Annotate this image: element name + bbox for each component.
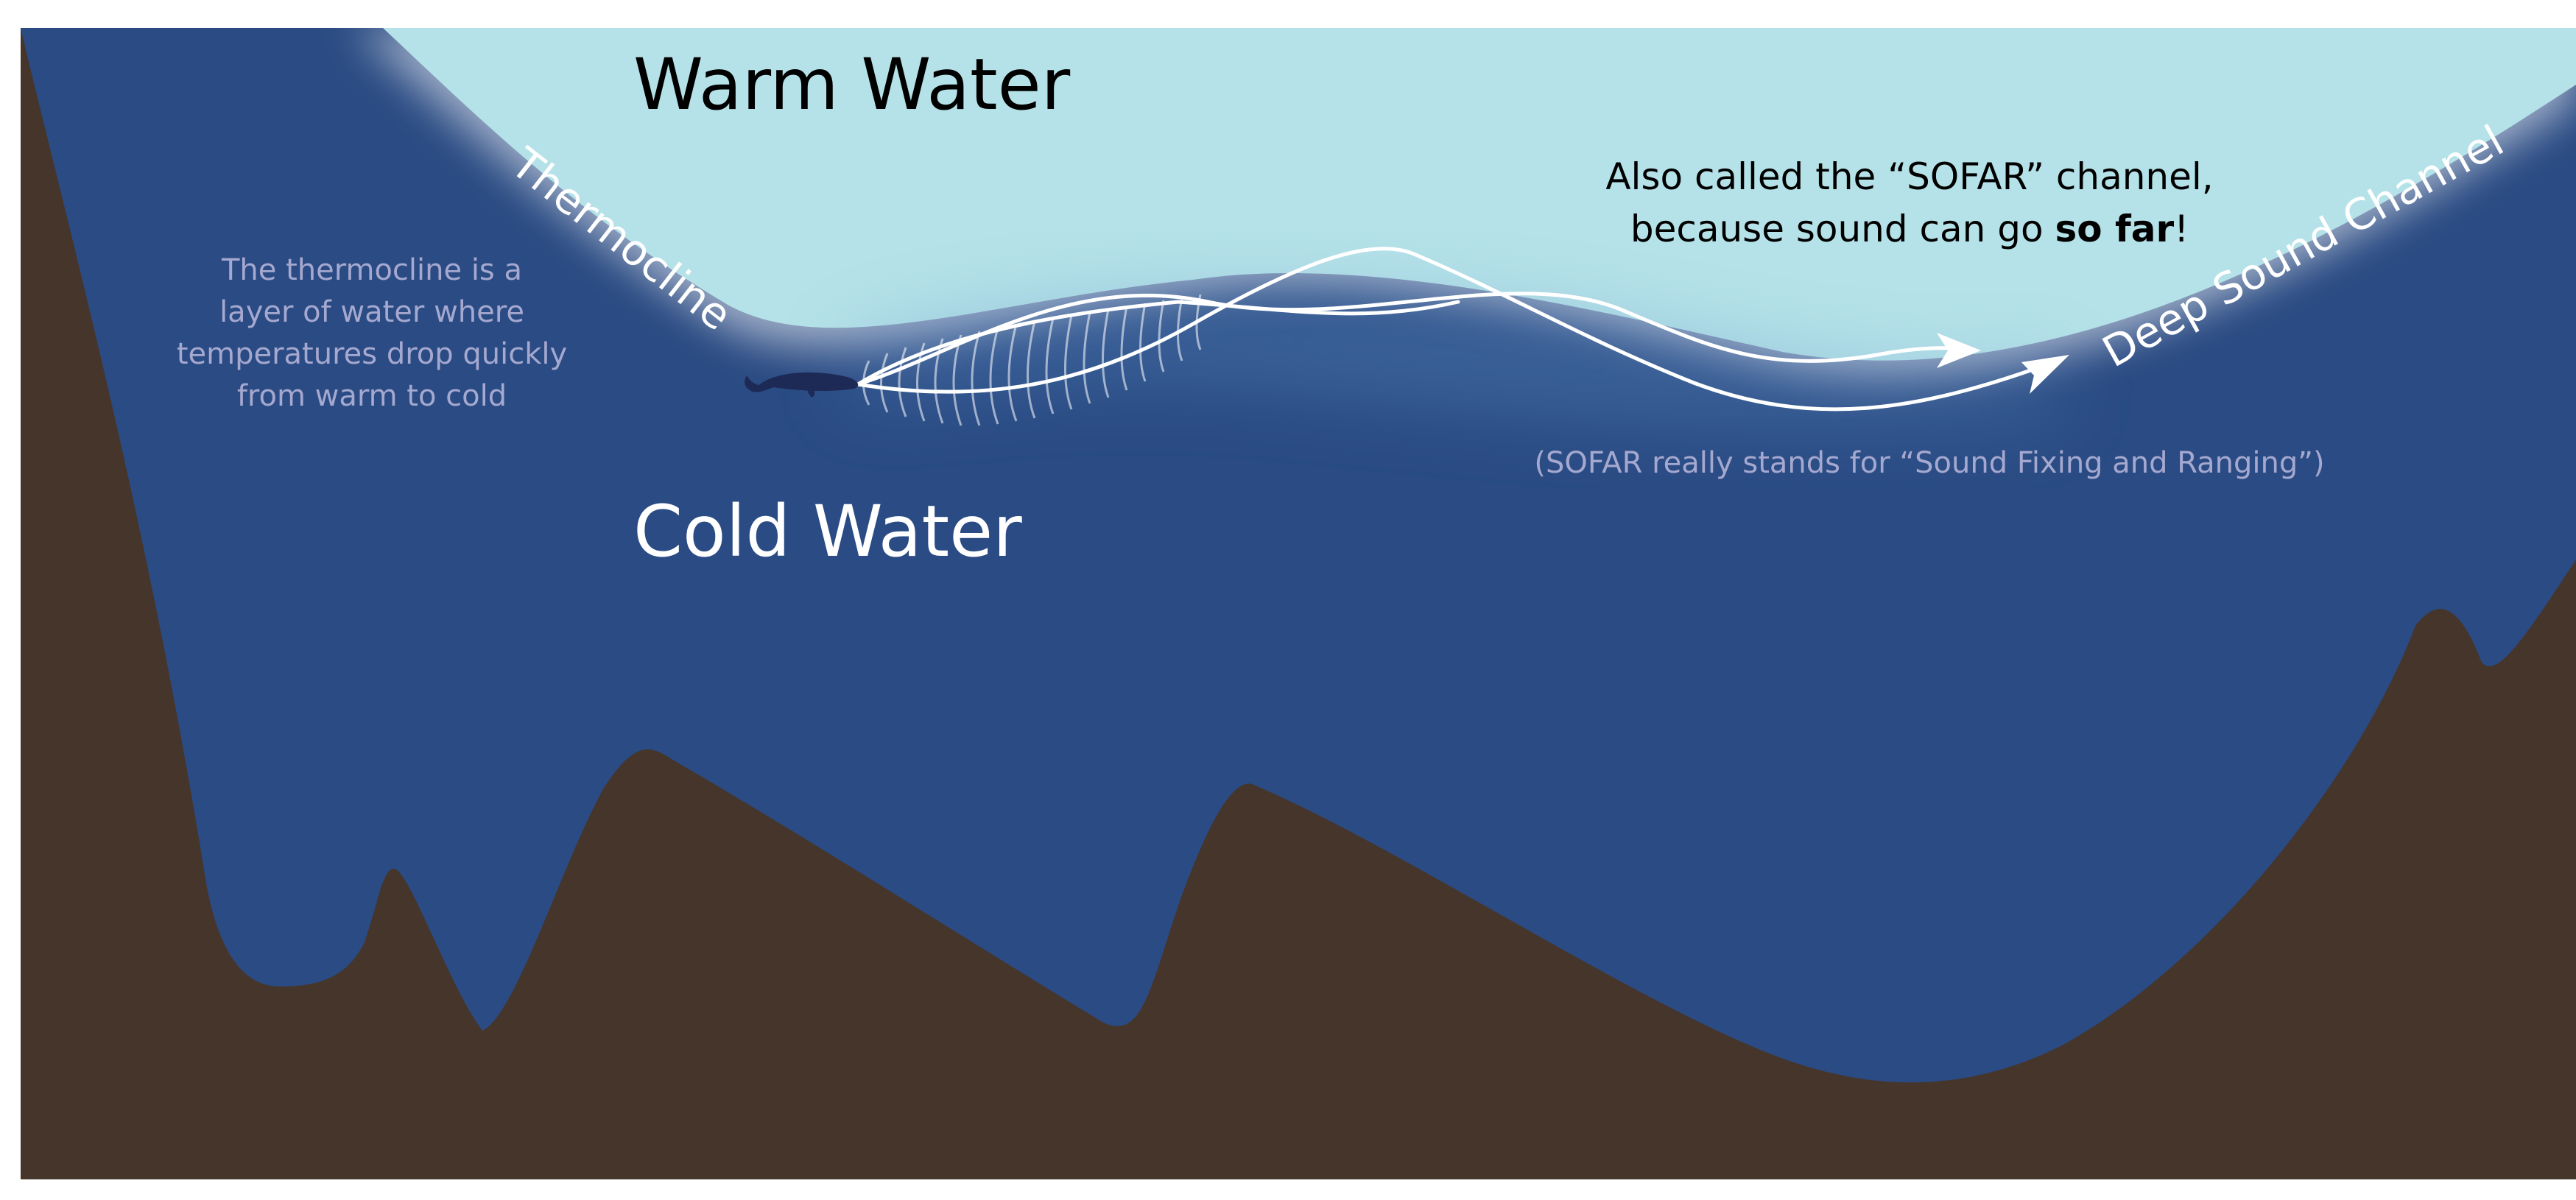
sofar-footnote: (SOFAR really stands for “Sound Fixing a…: [1534, 446, 2324, 480]
sound-path-upper: [856, 292, 1965, 387]
thermocline-note-line: layer of water where: [219, 295, 524, 329]
sofar-note-line2-suffix: !: [2174, 208, 2189, 250]
thermocline-note: The thermocline is a layer of water wher…: [177, 253, 567, 413]
sofar-note-line2: because sound can go so far!: [1630, 208, 2189, 250]
sofar-note-line1: Also called the “SOFAR” channel,: [1605, 155, 2213, 198]
sound-path-ray: [856, 300, 1460, 387]
sofar-note: Also called the “SOFAR” channel, because…: [1605, 155, 2213, 250]
cold-water-label: Cold Water: [633, 490, 1022, 573]
thermocline-note-line: The thermocline is a: [221, 253, 522, 287]
sofar-note-line2-prefix: because sound can go: [1630, 208, 2055, 250]
sound-paths: [856, 247, 2049, 412]
warm-water-region: [383, 28, 2576, 361]
wavefronts: [862, 294, 1202, 426]
seafloor: [21, 28, 2576, 1179]
whale-icon: [745, 372, 859, 398]
arrowhead-icon: [1937, 333, 1981, 368]
thermocline-note-line: from warm to cold: [237, 379, 507, 413]
warm-water-label: Warm Water: [633, 43, 1071, 126]
sound-channel-glow: [847, 295, 2062, 425]
arrowhead-icon: [2021, 355, 2069, 394]
sofar-note-line2-bold: so far: [2055, 208, 2174, 250]
sound-path-lower: [856, 247, 2049, 412]
thermocline-note-line: temperatures drop quickly: [177, 337, 567, 371]
